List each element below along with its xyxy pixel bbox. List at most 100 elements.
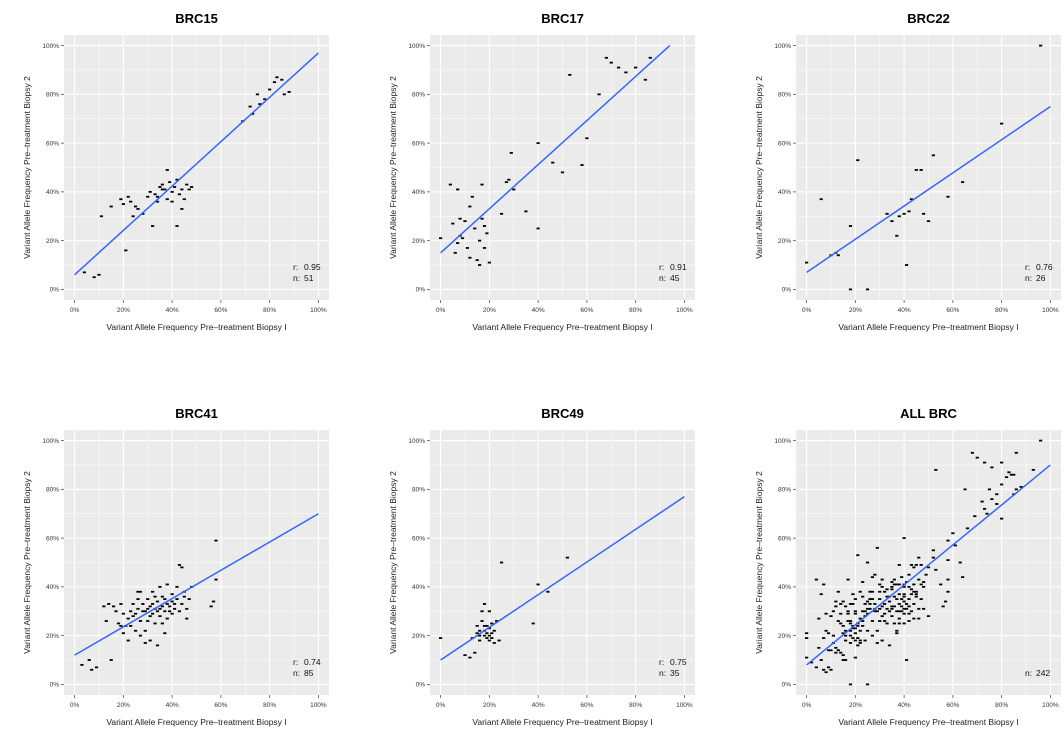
data-point xyxy=(155,200,160,203)
data-point xyxy=(478,264,482,266)
data-point xyxy=(536,227,540,230)
data-point xyxy=(885,588,889,591)
data-point xyxy=(172,603,177,605)
data-point xyxy=(133,612,138,615)
data-point xyxy=(151,612,155,615)
data-point xyxy=(892,605,896,608)
data-point xyxy=(873,573,877,576)
r-value: 0.76 xyxy=(1036,262,1053,272)
data-point xyxy=(1012,473,1016,476)
data-point xyxy=(909,198,914,201)
data-point xyxy=(980,500,984,503)
data-point xyxy=(890,581,894,583)
data-point xyxy=(907,573,911,576)
data-point xyxy=(902,622,906,625)
data-point xyxy=(160,188,164,191)
data-point xyxy=(119,198,123,201)
data-point xyxy=(439,237,443,240)
data-point xyxy=(185,617,189,620)
data-point xyxy=(180,566,184,569)
data-point xyxy=(585,137,589,140)
data-point xyxy=(177,564,182,566)
data-point xyxy=(643,78,647,81)
data-point xyxy=(153,595,157,598)
data-point xyxy=(995,493,999,496)
data-point xyxy=(151,603,155,605)
data-point xyxy=(114,610,118,613)
data-point xyxy=(861,610,865,613)
data-point xyxy=(175,225,179,227)
panel-title: BRC15 xyxy=(175,11,218,26)
data-point xyxy=(900,598,904,600)
data-point xyxy=(848,622,853,625)
data-point xyxy=(865,607,870,610)
y-tick-label: 100% xyxy=(774,43,791,50)
data-point xyxy=(180,208,184,210)
data-point xyxy=(487,261,491,264)
data-point xyxy=(895,632,899,635)
data-point xyxy=(880,639,884,642)
data-point xyxy=(834,605,838,608)
data-point xyxy=(856,624,860,627)
data-point xyxy=(497,639,501,642)
x-tick-label: 20% xyxy=(849,702,862,709)
data-point xyxy=(136,208,140,210)
data-point xyxy=(163,610,167,613)
data-point xyxy=(863,610,867,613)
data-point xyxy=(182,595,186,598)
data-point xyxy=(885,622,889,625)
data-point xyxy=(165,583,169,586)
data-point xyxy=(851,603,855,605)
data-point xyxy=(485,624,489,627)
data-point xyxy=(890,588,894,591)
data-point xyxy=(138,590,143,593)
data-point xyxy=(475,259,479,262)
data-point xyxy=(211,600,216,603)
data-point xyxy=(805,632,809,635)
data-point xyxy=(844,629,848,632)
y-tick-label: 60% xyxy=(778,140,791,147)
y-tick-label: 80% xyxy=(412,92,425,99)
data-point xyxy=(914,564,918,566)
x-tick-label: 40% xyxy=(166,702,179,709)
data-point xyxy=(868,603,872,605)
data-point xyxy=(909,588,914,591)
data-point xyxy=(478,634,482,637)
y-tick-label: 0% xyxy=(50,287,60,294)
data-point xyxy=(470,195,474,198)
data-point xyxy=(275,76,279,79)
data-point xyxy=(512,188,516,191)
data-point xyxy=(919,598,923,600)
data-point xyxy=(870,634,875,637)
data-point xyxy=(941,605,945,608)
scatter-panel-all-brc: ALL BRC 0% 0% 20% 20% 40% 40% 60% 60% 80% 80% 100% 1… xyxy=(754,406,1061,727)
scatter-panel-brc41: BRC41 0% 0% 20% 20% 40% 40% 60% 60% 80% 80% 100% 100… xyxy=(22,406,329,727)
data-point xyxy=(158,615,162,618)
x-tick-label: 80% xyxy=(263,307,276,314)
data-point xyxy=(648,56,652,59)
data-point xyxy=(892,578,896,581)
data-point xyxy=(848,683,853,686)
data-point xyxy=(853,627,857,630)
data-point xyxy=(961,576,965,579)
data-point xyxy=(182,198,186,201)
n-value: 51 xyxy=(304,273,314,283)
data-point xyxy=(819,659,823,661)
data-point xyxy=(250,112,255,115)
data-point xyxy=(1000,483,1004,486)
data-point xyxy=(858,590,862,593)
x-tick-label: 40% xyxy=(532,702,545,709)
data-point xyxy=(187,188,191,191)
x-tick-label: 40% xyxy=(898,702,911,709)
data-point xyxy=(99,215,104,218)
data-point xyxy=(887,644,892,647)
data-point xyxy=(146,598,150,600)
data-point xyxy=(848,642,853,644)
data-point xyxy=(946,578,950,581)
data-point xyxy=(143,642,147,644)
x-tick-label: 100% xyxy=(310,702,327,709)
data-point xyxy=(836,590,840,593)
data-point xyxy=(844,634,848,637)
data-point xyxy=(990,498,994,501)
data-point xyxy=(951,532,955,535)
